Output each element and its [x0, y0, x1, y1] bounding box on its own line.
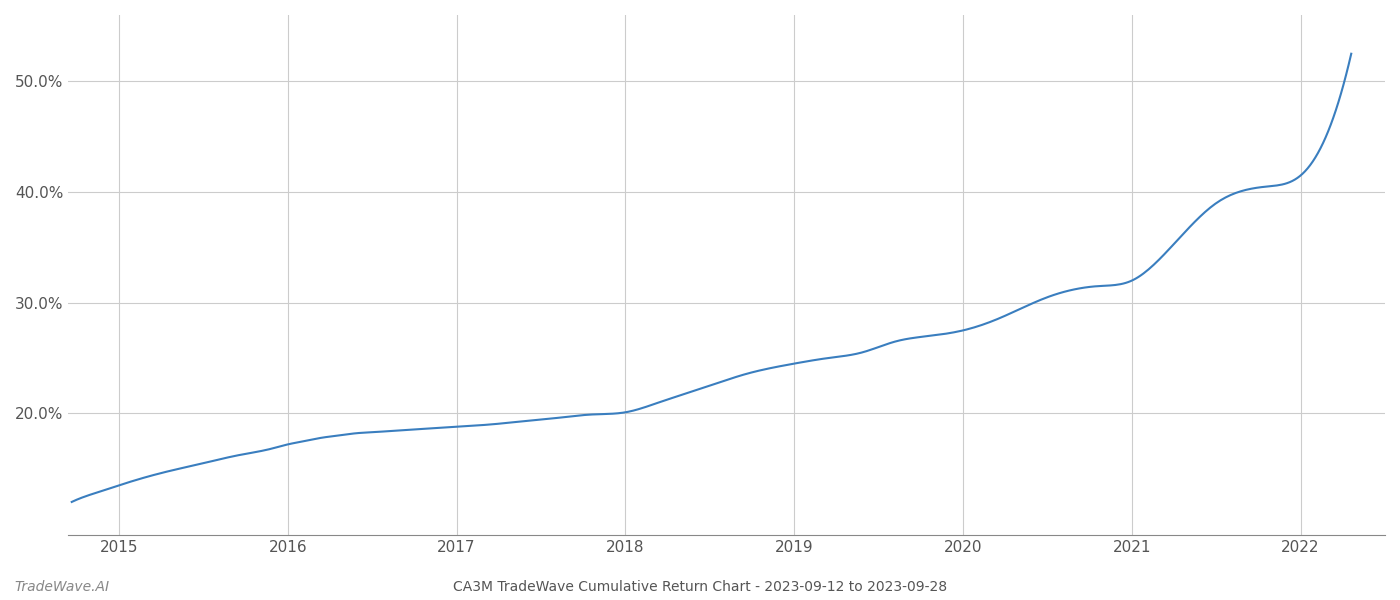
Text: TradeWave.AI: TradeWave.AI — [14, 580, 109, 594]
Text: CA3M TradeWave Cumulative Return Chart - 2023-09-12 to 2023-09-28: CA3M TradeWave Cumulative Return Chart -… — [454, 580, 946, 594]
